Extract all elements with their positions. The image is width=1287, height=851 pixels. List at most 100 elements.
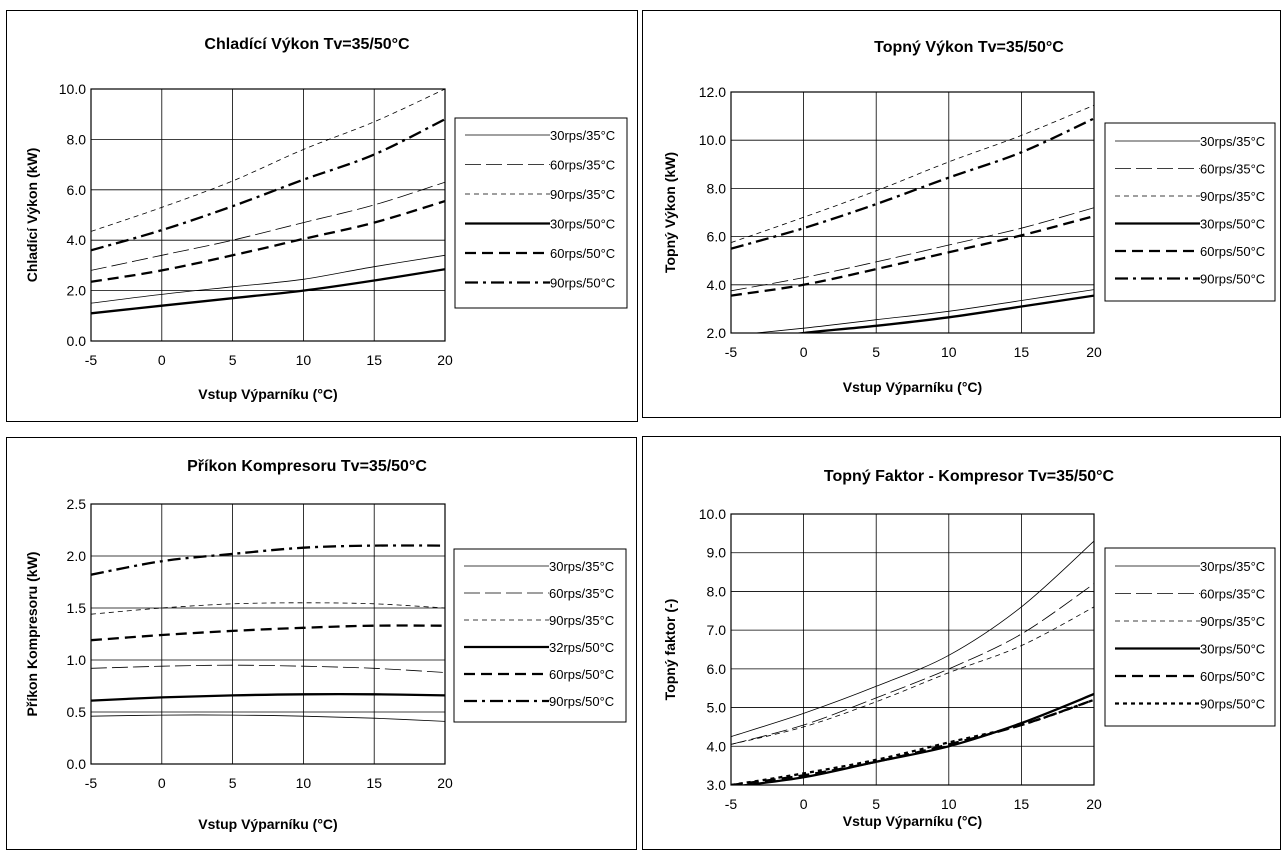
plot-frame xyxy=(730,91,1095,334)
legend-entry: 60rps/50°C xyxy=(550,246,615,261)
chart-svg: Příkon Kompresoru Tv=35/50°C 0.0 0.5 1.0 1.5… xyxy=(24,458,627,832)
x-tick-label: 10 xyxy=(296,775,312,791)
legend-entry: 90rps/50°C xyxy=(1200,272,1265,287)
y-tick-label: 6.0 xyxy=(707,229,727,245)
series-line xyxy=(91,200,445,283)
x-tick-label: 10 xyxy=(941,796,957,812)
series-line xyxy=(91,118,445,252)
series-line xyxy=(731,104,1094,243)
series-line xyxy=(91,602,445,615)
legend-box xyxy=(454,117,628,309)
x-tick-label: 20 xyxy=(1086,796,1102,812)
chart-panel-cooling: Chladící Výkon Tv=35/50°C 0.0 2.0 4.0 6.0 8.0… xyxy=(6,10,638,422)
x-tick-label: -5 xyxy=(725,796,738,812)
series-line xyxy=(91,89,445,232)
x-tick-label: 15 xyxy=(366,352,382,368)
x-tick-label: 5 xyxy=(229,775,237,791)
x-tick-label: 5 xyxy=(872,344,880,360)
series-line xyxy=(751,289,1094,333)
chart-svg: Topný Výkon Tv=35/50°C 2.0 4.0 6.0 8.0 10.0 12… xyxy=(662,39,1276,395)
x-tick-label: 15 xyxy=(366,775,382,791)
y-tick-label: 1.0 xyxy=(67,652,87,668)
x-tick-label: -5 xyxy=(85,775,98,791)
y-tick-label: 2.0 xyxy=(67,548,87,564)
y-tick-label: 8.0 xyxy=(67,131,87,147)
y-axis-label: Příkon Kompresoru (kW) xyxy=(24,552,40,717)
legend-entry: 30rps/50°C xyxy=(1200,217,1265,232)
y-tick-label: 4.0 xyxy=(707,277,727,293)
y-tick-label: 2.0 xyxy=(707,325,727,341)
y-tick-label: 10.0 xyxy=(699,506,726,522)
y-tick-label: 0.5 xyxy=(67,704,87,720)
series-group xyxy=(731,540,1094,785)
legend-entry: 30rps/35°C xyxy=(1200,134,1265,149)
x-tick-label: 10 xyxy=(296,352,312,368)
legend-entry: 90rps/50°C xyxy=(549,694,614,709)
y-tick-label: 8.0 xyxy=(707,583,727,599)
x-tick-label: 10 xyxy=(941,344,957,360)
chart-svg: Chladící Výkon Tv=35/50°C 0.0 2.0 4.0 6.0 8.0… xyxy=(24,36,628,402)
chart-panel-power: Příkon Kompresoru Tv=35/50°C 0.0 0.5 1.0 1.5… xyxy=(6,437,637,850)
series-line xyxy=(91,693,445,702)
series-group xyxy=(731,104,1094,333)
x-axis-label: Vstup Výparníku (°C) xyxy=(198,386,337,402)
series-line xyxy=(91,714,445,722)
x-tick-label: 15 xyxy=(1014,796,1030,812)
y-axis-label: Chladící Výkon (kW) xyxy=(24,148,40,283)
y-tick-label: 3.0 xyxy=(707,777,727,793)
x-tick-label: 0 xyxy=(158,775,166,791)
legend-entry: 30rps/35°C xyxy=(550,128,615,143)
series-line xyxy=(91,181,445,271)
x-tick-label: 20 xyxy=(1086,344,1102,360)
series-line xyxy=(91,664,445,673)
chart-panel-cop: Topný Faktor - Kompresor Tv=35/50°C 3.0 4.… xyxy=(642,436,1281,850)
x-axis-label: Vstup Výparníku (°C) xyxy=(843,379,982,395)
x-tick-label: 20 xyxy=(437,775,453,791)
legend-entry: 30rps/50°C xyxy=(1200,642,1265,657)
y-axis-label: Topný Výkon (kW) xyxy=(662,152,678,273)
y-tick-label: 10.0 xyxy=(699,132,726,148)
y-tick-label: 10.0 xyxy=(59,81,86,97)
y-tick-label: 4.0 xyxy=(67,232,87,248)
x-tick-label: 5 xyxy=(229,352,237,368)
legend-box xyxy=(1104,547,1276,727)
chart-title: Chladící Výkon Tv=35/50°C xyxy=(204,36,410,53)
series-line xyxy=(731,698,1094,785)
series-line xyxy=(731,583,1094,745)
y-tick-label: 4.0 xyxy=(707,738,727,754)
chart-panel-heating: Topný Výkon Tv=35/50°C 2.0 4.0 6.0 8.0 10.0 12… xyxy=(642,10,1281,418)
legend-entry: 90rps/35°C xyxy=(1200,614,1265,629)
legend-box xyxy=(453,548,627,723)
legend-entry: 90rps/35°C xyxy=(1200,189,1265,204)
series-line xyxy=(731,207,1094,292)
series-line xyxy=(91,268,445,315)
legend-entry: 60rps/35°C xyxy=(1200,587,1265,602)
x-axis-label: Vstup Výparníku (°C) xyxy=(843,813,982,829)
legend-entry: 60rps/35°C xyxy=(550,158,615,173)
legend-entry: 60rps/50°C xyxy=(1200,244,1265,259)
plot-frame xyxy=(90,503,446,765)
legend-entry: 60rps/35°C xyxy=(549,586,614,601)
series-line xyxy=(731,698,1094,785)
plot-frame xyxy=(90,88,446,342)
x-tick-label: 0 xyxy=(800,796,808,812)
y-tick-label: 2.0 xyxy=(67,283,87,299)
series-line xyxy=(91,544,445,576)
series-group xyxy=(91,544,445,722)
chart-svg: Topný Faktor - Kompresor Tv=35/50°C 3.0 4.… xyxy=(662,468,1276,829)
legend-entry: 60rps/50°C xyxy=(549,667,614,682)
x-tick-label: 0 xyxy=(800,344,808,360)
series-line xyxy=(731,540,1094,737)
chart-title: Topný Výkon Tv=35/50°C xyxy=(874,39,1064,56)
series-line xyxy=(731,117,1094,250)
y-tick-label: 5.0 xyxy=(707,700,727,716)
series-line xyxy=(91,624,445,642)
y-tick-label: 7.0 xyxy=(707,622,727,638)
y-tick-label: 6.0 xyxy=(67,182,87,198)
y-tick-label: 1.5 xyxy=(67,600,87,616)
y-tick-label: 6.0 xyxy=(707,661,727,677)
series-line xyxy=(731,606,1094,745)
y-tick-label: 8.0 xyxy=(707,180,727,196)
x-axis-label: Vstup Výparníku (°C) xyxy=(198,816,337,832)
x-tick-label: 0 xyxy=(158,352,166,368)
